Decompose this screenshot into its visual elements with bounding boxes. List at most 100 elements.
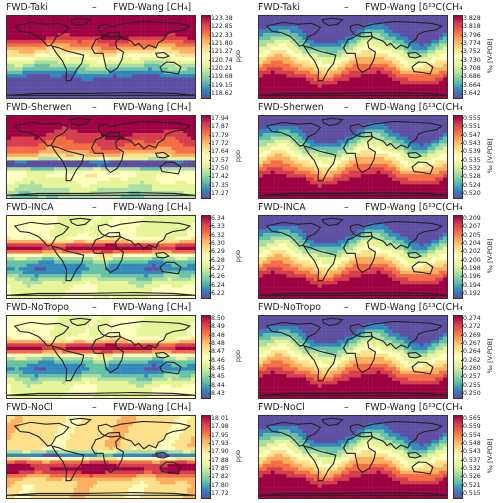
colorbar-unit-label: ‰ [V-PDB] [486, 238, 494, 274]
map-panel-sherwen-d13c: FWD-Sherwen – FWD-Wang [δ¹³C(CH₄)] 0.555 0.5… [252, 101, 500, 201]
colorbar-tick-label: 0.209 [461, 215, 481, 222]
map-field [7, 416, 195, 498]
colorbar-tick-label: 6.22 [209, 290, 225, 297]
colorbar-ticks: 0.555 0.551 0.547 0.543 0.539 0.535 0.532 0.528… [461, 115, 489, 199]
colorbar-tick-label: 3.818 [461, 23, 481, 31]
colorbar-tick-label: 0.250 [461, 390, 481, 397]
colorbar-tick-label: 0.515 [461, 490, 481, 497]
colorbar [201, 215, 211, 299]
coastlines [259, 218, 447, 295]
panel-title-rhs: FWD-Wang [CH₄] [113, 202, 192, 213]
colorbar-tick-label: 3.774 [461, 40, 481, 47]
colorbar-tick-label: 8.48 [209, 340, 225, 347]
panel-title-rhs: FWD-Wang [δ¹³C(CH₄)] [365, 402, 462, 413]
map-plot [258, 115, 448, 199]
map-field [259, 16, 447, 98]
colorbar-ticks: 0.209 0.207 0.205 0.204 0.202 0.200 0.198 0.196… [461, 215, 489, 299]
colorbar-tick-label: 123.38 [209, 15, 233, 22]
colorbar-tick-label: 8.50 [209, 315, 225, 322]
coastlines [7, 318, 195, 395]
colorbar-tick-label: 8.43 [209, 390, 225, 397]
panel-title-lhs: FWD-NoCl [6, 402, 53, 413]
panel-title: FWD-Sherwen – FWD-Wang [δ¹³C(CH₄)] [252, 101, 462, 114]
colorbar-tick-label: 17.82 [209, 473, 229, 481]
colorbar-tick-label: 0.260 [461, 365, 481, 372]
colorbar-tick-label: 17.94 [209, 115, 229, 122]
colorbar [201, 115, 211, 199]
colorbar-tick-label: 17.42 [209, 173, 229, 181]
colorbar-tick-label: 3.796 [461, 31, 481, 39]
panel-title-rhs: FWD-Wang [CH₄] [113, 102, 192, 113]
colorbar-tick-label: 6.34 [209, 215, 225, 222]
colorbar-tick-label: 6.27 [209, 265, 225, 272]
colorbar-tick-label: 0.539 [461, 148, 481, 156]
colorbar-tick-label: 0.196 [461, 273, 481, 281]
colorbar [453, 115, 463, 199]
colorbar-tick-label: 119.68 [209, 73, 233, 81]
panel-title: FWD-Taki – FWD-Wang [CH₄] [0, 1, 210, 14]
panel-title-rhs: FWD-Wang [CH₄] [113, 402, 192, 413]
colorbar-unit-label: ‰ [V-PDB] [486, 338, 494, 374]
colorbar-tick-label: 17.27 [209, 190, 229, 197]
colorbar-tick-label: 0.194 [461, 281, 481, 289]
colorbar-unit-label: ppb [234, 249, 242, 263]
map-plot [6, 115, 196, 199]
colorbar-unit-label: ppb [234, 349, 242, 363]
panel-title-dash: – [344, 102, 349, 113]
panel-title-lhs: FWD-NoTropo [258, 302, 321, 313]
map-plot [6, 415, 196, 499]
colorbar [201, 15, 211, 99]
colorbar-ticks: 8.50 8.49 8.48 8.48 8.47 8.46 8.45 8.45 8.44 8.43 [209, 315, 237, 399]
colorbar-tick-label: 8.45 [209, 373, 225, 381]
map-plot [258, 315, 448, 399]
colorbar-tick-label: 0.255 [461, 381, 481, 389]
panel-title-lhs: FWD-INCA [258, 202, 306, 213]
colorbar-tick-label: 3.642 [461, 90, 481, 97]
colorbar-tick-label: 0.543 [461, 448, 481, 456]
colorbar-tick-label: 6.29 [209, 248, 225, 256]
coastlines [259, 18, 447, 95]
map-panel-notropo-d13c: FWD-NoTropo – FWD-Wang [δ¹³C(CH₄)] 0.274 0.2… [252, 301, 500, 401]
colorbar-tick-label: 0.267 [461, 340, 481, 347]
map-field [259, 416, 447, 498]
colorbar [201, 315, 211, 399]
panel-title-lhs: FWD-NoTropo [6, 302, 69, 313]
colorbar-tick-label: 8.45 [209, 365, 225, 372]
colorbar [201, 415, 211, 499]
coastlines [259, 318, 447, 395]
colorbar-tick-label: 122.85 [209, 23, 233, 31]
map-panel-taki: FWD-Taki – FWD-Wang [CH₄] 123.38 122.85 122.3… [0, 1, 250, 101]
panel-title: FWD-INCA – FWD-Wang [CH₄] [0, 201, 210, 214]
panel-title-lhs: FWD-Sherwen [6, 102, 72, 113]
colorbar-tick-label: 0.532 [461, 165, 481, 172]
colorbar-tick-label: 0.205 [461, 231, 481, 239]
colorbar-tick-label: 17.57 [209, 156, 229, 164]
colorbar-ticks: 6.34 6.33 6.32 6.30 6.29 6.28 6.27 6.26 6.24 6.22 [209, 215, 237, 299]
colorbar-tick-label: 17.50 [209, 165, 229, 172]
panel-title-dash: – [344, 302, 349, 313]
colorbar-tick-label: 0.547 [461, 131, 481, 139]
colorbar-tick-label: 119.15 [209, 81, 233, 89]
colorbar-tick-label: 6.28 [209, 256, 225, 264]
colorbar-tick-label: 0.543 [461, 140, 481, 147]
colorbar-tick-label: 0.192 [461, 290, 481, 297]
map-field [7, 16, 195, 98]
colorbar-tick-label: 122.33 [209, 31, 233, 39]
colorbar-tick-label: 17.80 [209, 481, 229, 489]
colorbar-tick-label: 6.30 [209, 240, 225, 247]
colorbar-ticks: 0.565 0.559 0.554 0.548 0.543 0.537 0.532 0.526… [461, 415, 489, 499]
panel-title-dash: – [344, 202, 349, 213]
coastlines [7, 118, 195, 195]
colorbar-tick-label: 8.48 [209, 331, 225, 339]
colorbar-tick-label: 3.730 [461, 56, 481, 64]
panel-title-dash: – [344, 2, 349, 13]
panel-title-dash: – [344, 402, 349, 413]
colorbar-tick-label: 0.520 [461, 190, 481, 197]
colorbar-ticks: 0.274 0.272 0.269 0.267 0.264 0.262 0.260 0.257… [461, 315, 489, 399]
colorbar-tick-label: 0.548 [461, 440, 481, 447]
panel-title: FWD-NoCl – FWD-Wang [δ¹³C(CH₄)] [252, 401, 462, 414]
colorbar-tick-label: 0.537 [461, 456, 481, 464]
map-field [259, 316, 447, 398]
colorbar-tick-label: 0.198 [461, 265, 481, 272]
colorbar-tick-label: 0.200 [461, 256, 481, 264]
